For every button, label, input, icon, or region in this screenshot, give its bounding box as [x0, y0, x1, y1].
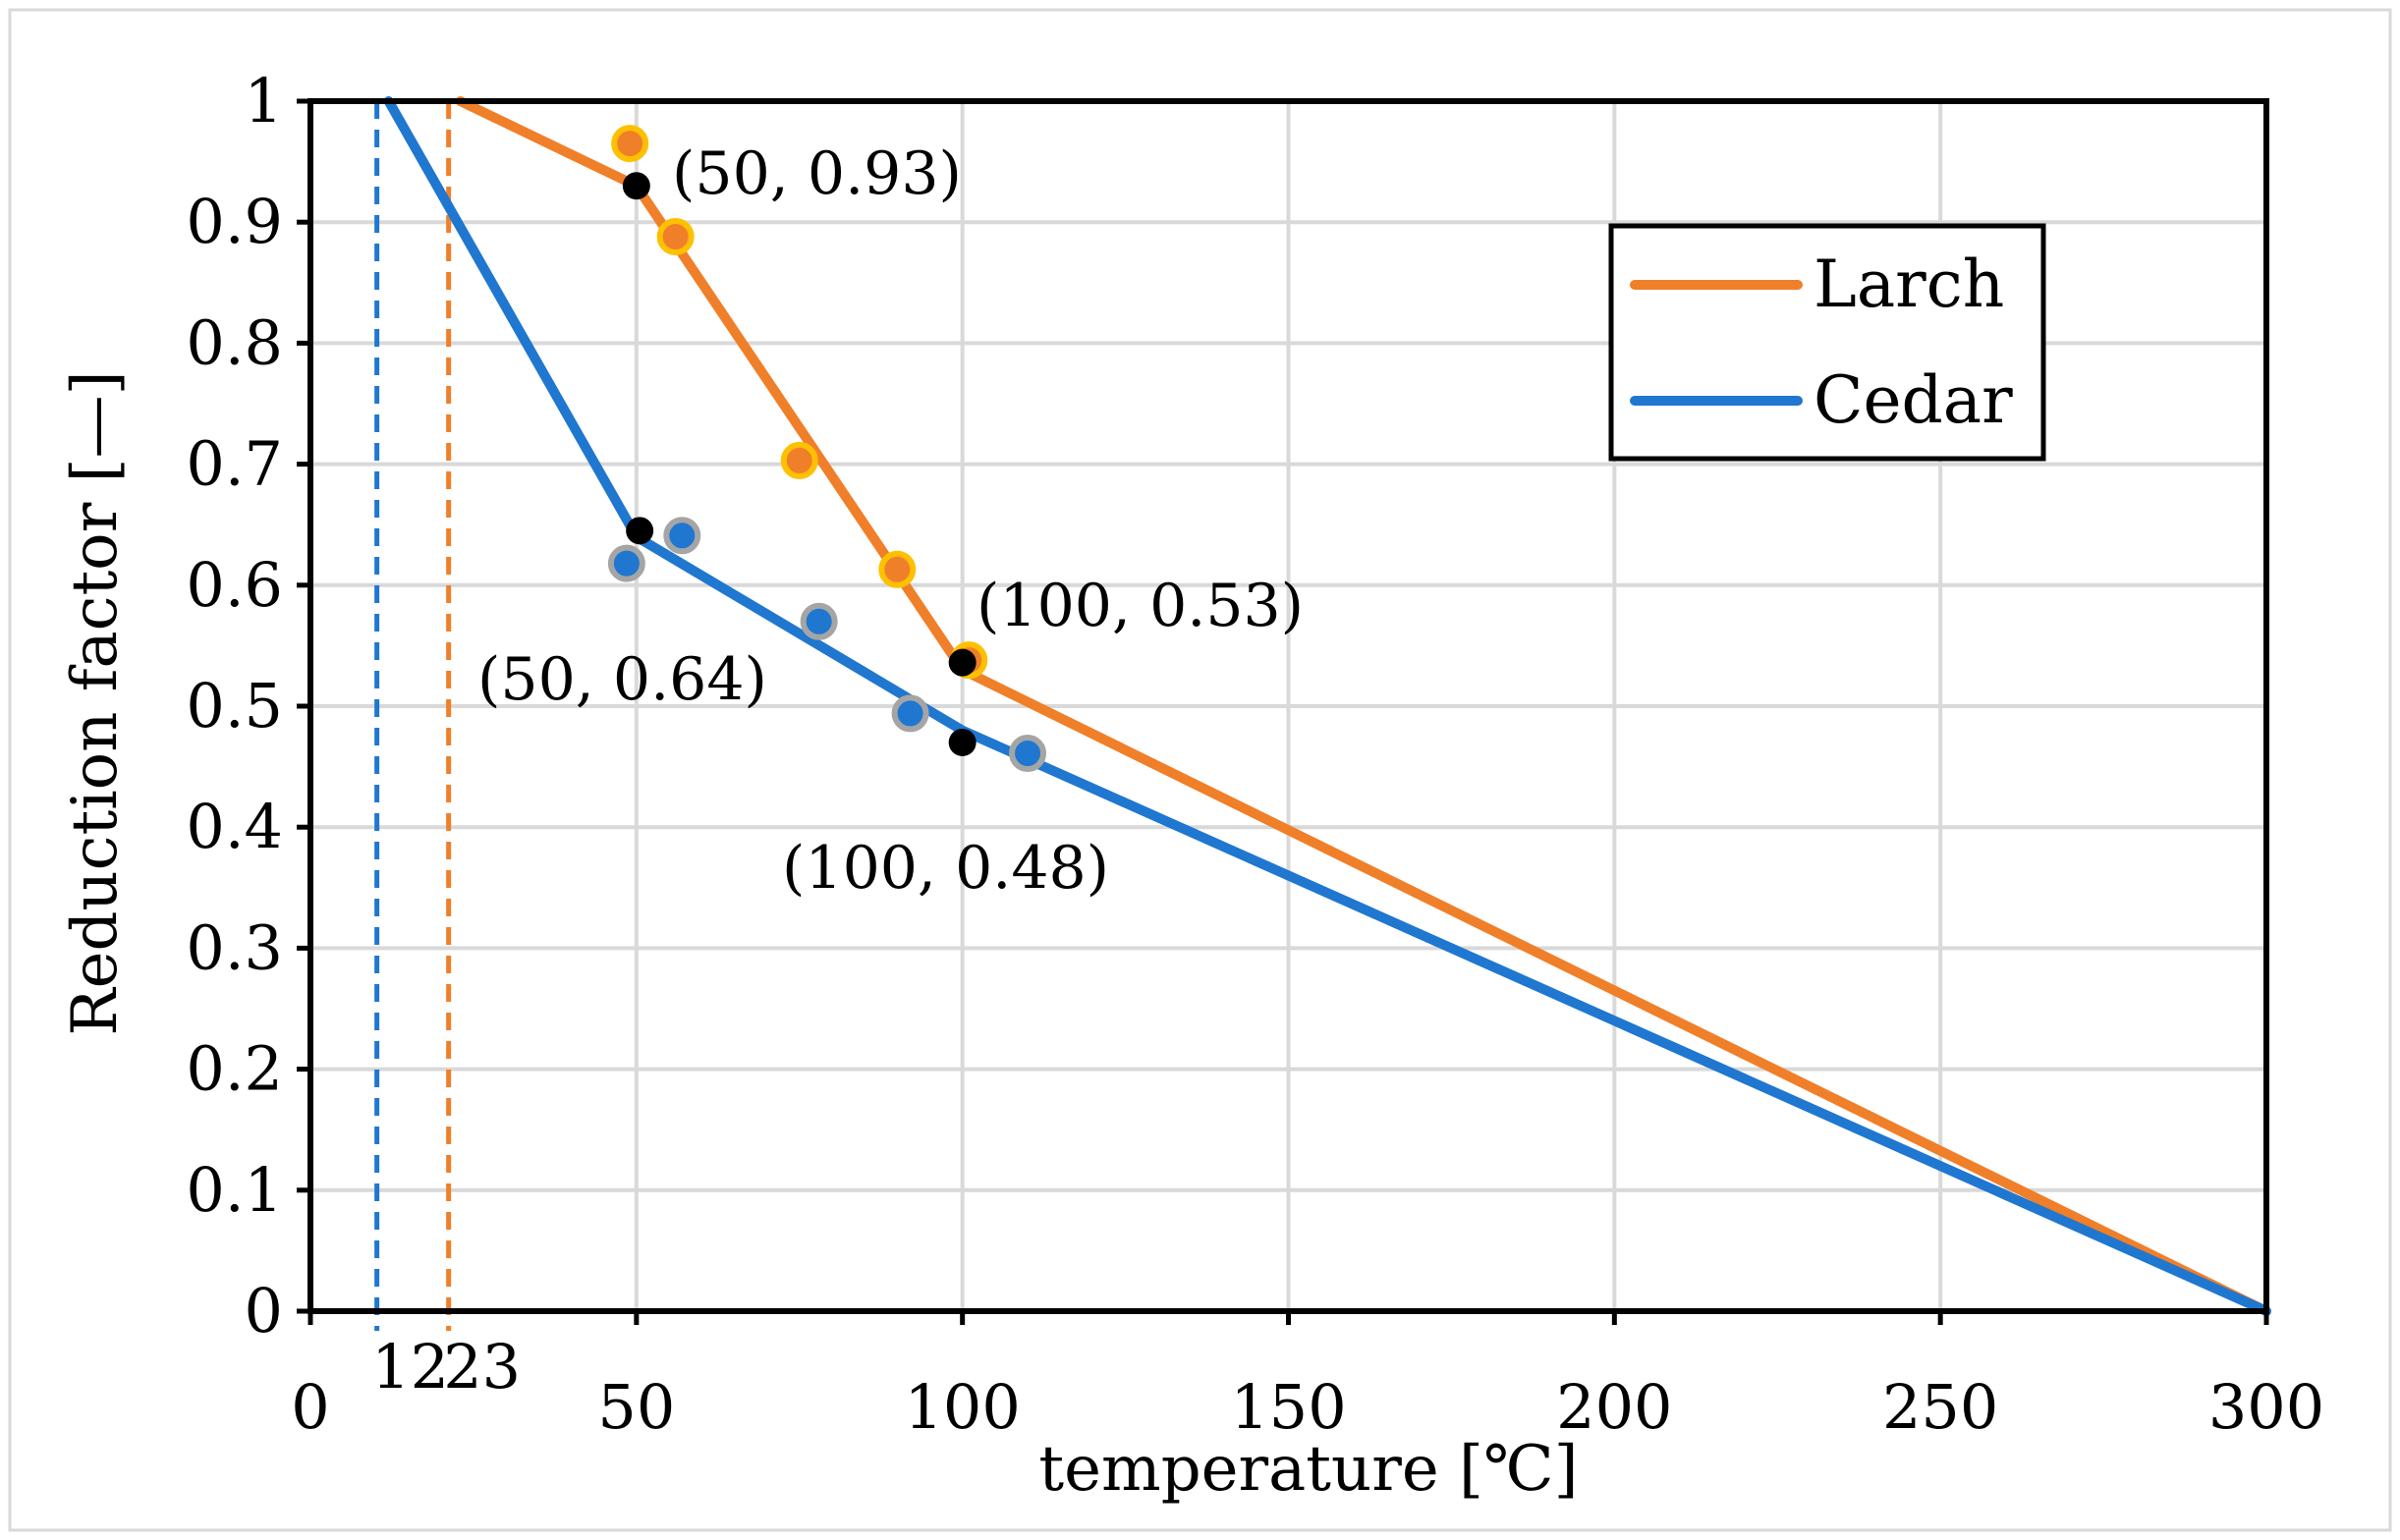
annotation-label: (100, 0.48) — [782, 834, 1109, 903]
series-line-larch — [455, 96, 2271, 1316]
data-point-cedar — [607, 544, 645, 582]
annotation-label: (100, 0.53) — [977, 572, 1304, 640]
y-tick-label: 0.4 — [186, 791, 283, 862]
data-point-cedar — [891, 694, 929, 733]
data-point-cedar — [1009, 735, 1047, 773]
annotation-label: (50, 0.93) — [672, 139, 962, 208]
data-point-cedar — [800, 602, 838, 640]
legend: Larch Cedar — [1608, 223, 2046, 462]
x-tick-label: 250 — [1882, 1371, 1998, 1443]
y-tick-label: 0.8 — [186, 306, 283, 378]
y-tick-label: 0.6 — [186, 549, 283, 621]
x-axis-title: temperature [℃] — [1038, 1433, 1578, 1506]
y-tick-label: 0.7 — [186, 428, 283, 500]
key-point — [622, 172, 650, 200]
y-tick-label: 0.5 — [186, 670, 283, 742]
x-tick-label: 100 — [904, 1371, 1020, 1443]
legend-label-cedar: Cedar — [1814, 362, 2013, 438]
y-tick-label: 0.1 — [186, 1154, 283, 1226]
y-tick-label: 0.9 — [186, 186, 283, 257]
key-point — [626, 517, 654, 545]
y-tick-label: 0 — [245, 1275, 283, 1347]
x-tick-label: 150 — [1230, 1371, 1346, 1443]
data-point-larch — [878, 550, 917, 588]
y-axis-title: Reduction factor [—] — [59, 370, 132, 1035]
annotation-label: (50, 0.64) — [477, 645, 767, 714]
y-tick-label: 0.2 — [186, 1033, 283, 1105]
x-extra-tick-label: 12 — [371, 1331, 449, 1402]
x-tick-label: 200 — [1556, 1371, 1672, 1443]
y-tick-label: 0.3 — [186, 911, 283, 983]
data-point-larch — [656, 217, 695, 255]
legend-box — [1608, 223, 2046, 462]
y-tick-label: 1 — [245, 65, 283, 137]
reference-lines — [374, 101, 452, 1331]
x-tick-label: 50 — [597, 1371, 675, 1443]
key-point — [948, 728, 977, 756]
series-line-cedar — [383, 96, 2271, 1316]
series-group — [383, 96, 2271, 1316]
key-point — [948, 648, 977, 677]
legend-label-larch: Larch — [1814, 247, 2004, 322]
x-extra-tick-label: 23 — [443, 1331, 521, 1402]
data-point-larch — [780, 441, 818, 479]
x-tick-label: 0 — [291, 1371, 329, 1443]
data-point-cedar — [663, 517, 701, 555]
y-axis-ticks: 0 0.1 0.2 0.3 0.4 0.5 0.6 0.7 0.8 0.9 1 — [186, 65, 310, 1347]
data-point-larch — [611, 125, 649, 163]
x-tick-label: 300 — [2208, 1371, 2324, 1443]
